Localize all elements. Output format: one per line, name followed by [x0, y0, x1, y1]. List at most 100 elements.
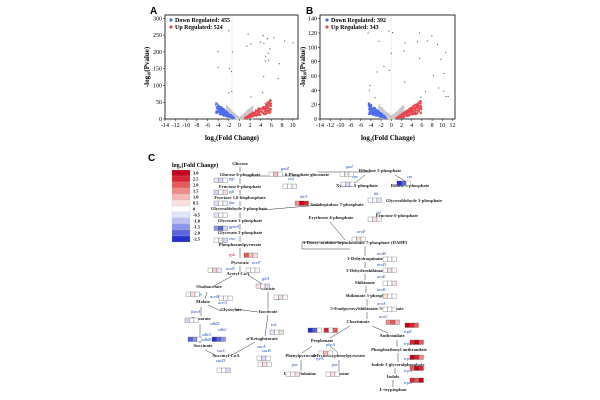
gene-pfk: pfk: [228, 189, 235, 194]
x-tick-label: 8: [431, 123, 434, 129]
heatbox-cell: [222, 212, 228, 218]
gene-rpi: rpi: [407, 174, 413, 179]
panel-a-yticks: 0 50 100 150 200 250 300: [153, 16, 165, 123]
point-outlier: [391, 32, 394, 34]
point-up: [420, 101, 423, 104]
x-tick-label: 2: [400, 123, 403, 129]
y-tick-label: 60: [311, 74, 317, 80]
heatbox-cell: [218, 177, 224, 183]
heatbox-cell: [223, 295, 229, 301]
point-outlier: [264, 55, 267, 57]
y-tick-label: 140: [308, 17, 317, 23]
gene-sucD: sucD: [216, 358, 226, 363]
gene-aroA: aroA: [377, 301, 386, 306]
point-up: [413, 104, 415, 107]
point-ns: [248, 108, 250, 111]
heatbox-cell: [213, 225, 219, 231]
point-up: [402, 114, 405, 117]
point-outlier: [269, 48, 271, 50]
gene-trpD: trpD: [404, 341, 413, 346]
point-ns: [233, 112, 235, 114]
heatbox-strip: [339, 171, 354, 177]
y-tick-label: 50: [156, 100, 162, 106]
gene-pheA: pheA: [325, 342, 335, 347]
heatbox-strip: [218, 295, 233, 301]
heatbox-cell: [394, 319, 400, 325]
heatbox-strip: [282, 183, 297, 189]
point-ns: [383, 110, 386, 112]
point-ns: [392, 117, 395, 119]
heatbox-cell: [218, 212, 224, 218]
color-scale-title: log₂(Fold Change): [172, 162, 218, 169]
gene-tkt: tkt: [374, 191, 379, 196]
point-up: [414, 113, 417, 116]
point-up: [416, 111, 419, 113]
scale-value: -1.0: [193, 219, 201, 224]
heatbox-cell: [185, 291, 191, 297]
heatbox-cell: [390, 319, 396, 325]
heatbox-cell: [339, 171, 345, 177]
scale-value: 0: [193, 207, 196, 212]
heatbox-cell: [385, 319, 391, 325]
point-outlier: [228, 67, 231, 69]
point-outlier: [250, 43, 252, 45]
gene-pgi: pgi: [228, 176, 235, 181]
point-outlier: [228, 30, 230, 32]
x-tick-label: -6: [205, 123, 210, 129]
point-down: [215, 105, 218, 108]
heatbox-strip: [213, 237, 228, 243]
point-up: [418, 108, 421, 110]
heatbox-strip: [187, 336, 202, 342]
heatbox-strip: [367, 216, 382, 222]
x-tick-label: 8: [281, 123, 284, 129]
point-outlier: [262, 35, 264, 37]
heatbox-cell: [401, 180, 407, 186]
point-outlier: [418, 57, 421, 60]
heatbox-cell: [216, 267, 222, 273]
x-tick-label: 10: [439, 123, 445, 129]
heatbox-cell: [262, 361, 268, 367]
heatbox-strip: [409, 377, 424, 383]
point-ns: [235, 114, 238, 117]
point-down: [368, 102, 370, 104]
metabolite-s3p: Shikimate 3-phosphate: [345, 293, 390, 298]
x-tick-label: 6: [420, 123, 423, 129]
point-ns: [389, 117, 392, 120]
heatbox-cell: [294, 371, 300, 377]
y-tick-label: 80: [311, 60, 317, 66]
gene-aceB: aceB: [210, 294, 219, 299]
point-outlier: [424, 90, 427, 93]
heatbox-cell: [351, 236, 357, 242]
heatbox-cell: [212, 267, 218, 273]
heatbox-cell: [268, 171, 274, 177]
panel-b-label: B: [306, 6, 313, 17]
gene-aroB: aroB: [377, 251, 386, 256]
point-down: [215, 110, 217, 112]
x-tick-label: -8: [194, 123, 199, 129]
point-down: [231, 115, 234, 117]
point-ns: [235, 116, 238, 119]
heatbox-cell: [287, 183, 293, 189]
point-down: [372, 108, 374, 111]
point-up: [264, 106, 267, 109]
point-outlier: [217, 50, 219, 53]
point-up: [263, 107, 265, 109]
point-down: [378, 110, 380, 113]
heatbox-cell: [418, 354, 424, 360]
point-up: [254, 109, 257, 111]
point-up: [417, 101, 419, 104]
point-up: [256, 113, 259, 115]
metabolite-acetylcoa: Acetyl-CoA: [227, 271, 251, 276]
heatbox-cell: [290, 371, 296, 377]
heatbox-cell: [391, 293, 397, 299]
point-ns: [400, 111, 403, 113]
gene-tktA: tktA: [300, 194, 307, 199]
point-ns: [403, 105, 405, 107]
point-down: [227, 113, 229, 116]
metabolite-glyoxylate: Glyoxylate: [220, 307, 241, 312]
point-ns: [229, 110, 232, 112]
point-down: [369, 104, 371, 106]
point-ns: [225, 108, 228, 110]
point-up: [268, 108, 271, 110]
heatbox-cell: [218, 189, 224, 195]
